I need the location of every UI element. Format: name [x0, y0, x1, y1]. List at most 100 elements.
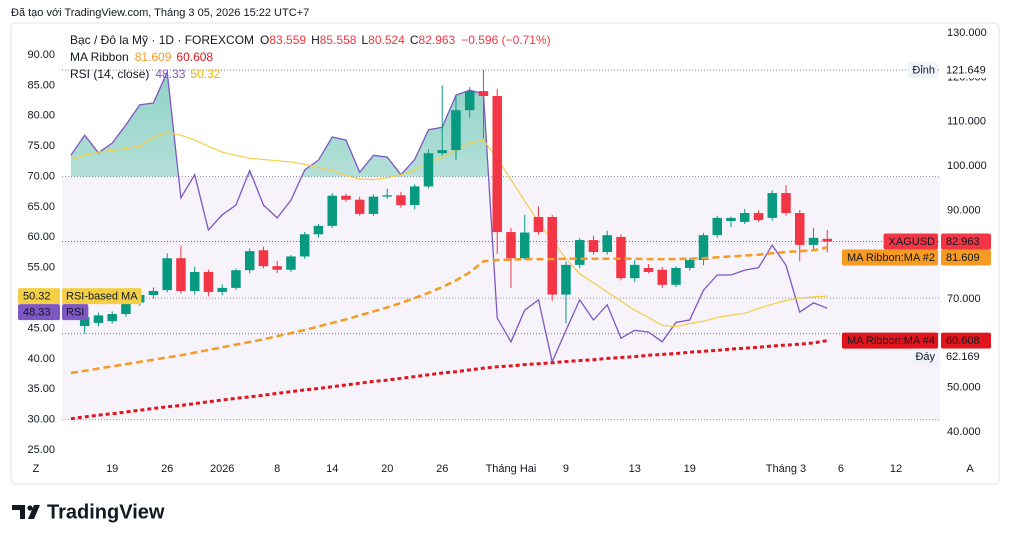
indicator-line [70, 132, 828, 328]
candle-body [671, 267, 681, 285]
legend-prefix: L [361, 33, 368, 47]
candle-body [396, 195, 406, 206]
chart-frame [10, 22, 1000, 485]
candle-body [643, 267, 654, 272]
tag-value: 62.169 [946, 351, 980, 363]
candle-body [368, 196, 379, 214]
legend-low: 80.524 [368, 33, 405, 47]
footer-text: TradingView [47, 501, 165, 523]
price-tag: 60.608 MA Ribbon:MA #4 [841, 332, 991, 349]
legend-prefix: C [410, 33, 419, 47]
tag-name-box [62, 288, 142, 305]
legend-title: Bạc / Đô la Mỹ · 1D · FOREXCOM [70, 33, 254, 47]
logo-mark [27, 505, 33, 511]
x-tick-label: 26 [436, 463, 448, 475]
axis-layer: 40.00050.00060.00070.00080.00090.000100.… [27, 27, 986, 475]
tag-value: 82.963 [946, 236, 980, 248]
logo-mark [12, 505, 25, 519]
candle-body [313, 225, 324, 235]
candle-body [478, 91, 489, 97]
candle-body [93, 315, 104, 323]
candle-body [409, 186, 420, 206]
price-tag: 121.649 Đỉnh [907, 62, 991, 79]
legend-line-3: RSI (14, close) 48.33 50.32 [70, 67, 221, 81]
tag-value: 121.649 [946, 64, 986, 76]
candle-body [574, 240, 585, 265]
legend-change: −0.596 (−0.71%) [461, 33, 550, 47]
x-tick-label: 6 [838, 463, 844, 475]
candle-body [767, 193, 777, 218]
y-tick-label: 110.000 [947, 116, 986, 128]
tag-value-box [941, 62, 991, 79]
candle-body [684, 259, 695, 268]
legend-line-1: Bạc / Đô la Mỹ · 1D · FOREXCOM O83.559 H85… [70, 33, 551, 47]
price-tag: 81.609 MA Ribbon:MA #2 [841, 249, 991, 266]
y2-tick-label: 35.00 [27, 383, 55, 395]
x-tick-label: 8 [274, 463, 280, 475]
candle-body [616, 236, 626, 279]
tag-name: Đỉnh [912, 64, 935, 76]
candle-body [464, 91, 475, 111]
price-tag: 82.963 XAGUSD [883, 233, 991, 250]
candle-body [382, 195, 392, 197]
candle-body [547, 217, 557, 295]
y2-tick-label: 90.00 [27, 49, 55, 61]
y2-tick-label: 45.00 [27, 322, 55, 334]
candle-body [258, 250, 269, 267]
tag-value: 48.33 [23, 307, 51, 319]
legend-indicator: MA Ribbon [70, 50, 129, 64]
tag-value-box [941, 332, 991, 349]
candle-body [423, 153, 434, 187]
tag-name-box [883, 233, 938, 250]
candle-body [107, 314, 117, 322]
candle-body [808, 237, 819, 245]
axis-button[interactable]: Z [33, 463, 40, 475]
legend-close: 82.963 [419, 33, 456, 47]
legend-indicator: RSI (14, close) [70, 67, 149, 81]
legend-line-2: MA Ribbon 81.609 60.608 [70, 50, 213, 64]
tag-name-box [907, 62, 938, 79]
tag-name: RSI [66, 307, 84, 319]
candle-body [244, 251, 255, 271]
candle-body [217, 287, 227, 292]
legend-ma4: 60.608 [176, 50, 213, 64]
x-tick-label: 12 [890, 463, 902, 475]
y2-tick-label: 85.00 [27, 79, 55, 91]
candle-body [629, 264, 640, 279]
header-text: Đã tạo với TradingView.com, Tháng 3 05, … [11, 7, 309, 19]
x-tick-label: 19 [684, 463, 696, 475]
candle-body [781, 193, 791, 214]
y-tick-label: 50.000 [947, 382, 981, 394]
y2-tick-label: 40.00 [27, 353, 55, 365]
candle-body [519, 232, 530, 259]
candle-body [794, 213, 805, 245]
candle-body [492, 96, 502, 233]
candle-body [561, 264, 571, 295]
rsi-overbought-fill [70, 72, 828, 177]
axis-button[interactable]: A [966, 463, 974, 475]
ma-line [70, 246, 828, 375]
y2-tick-label: 70.00 [27, 170, 55, 182]
tag-value-box [941, 249, 991, 266]
candle-body [822, 238, 832, 242]
indicator-line [70, 69, 828, 364]
y2-tick-label: 75.00 [27, 140, 55, 152]
x-tick-label: 26 [161, 463, 173, 475]
tag-value: 60.608 [946, 335, 980, 347]
candle-body [602, 235, 612, 253]
legend-rsi: 48.33 [155, 67, 185, 81]
price-tag: 48.33 RSI [18, 304, 89, 321]
tag-value: 50.32 [23, 291, 51, 303]
tag-value-box [941, 348, 991, 365]
y2-tick-label: 55.00 [27, 262, 55, 274]
candle-body [753, 213, 764, 221]
tag-value-box [941, 233, 991, 250]
x-tick-label: 20 [381, 463, 393, 475]
tag-name: RSI-based MA [66, 291, 138, 303]
candle-body [698, 235, 709, 260]
candle-body [121, 302, 131, 315]
y2-tick-label: 80.00 [27, 110, 55, 122]
tag-name-box [841, 332, 938, 349]
y-tick-label: 70.000 [947, 293, 981, 305]
